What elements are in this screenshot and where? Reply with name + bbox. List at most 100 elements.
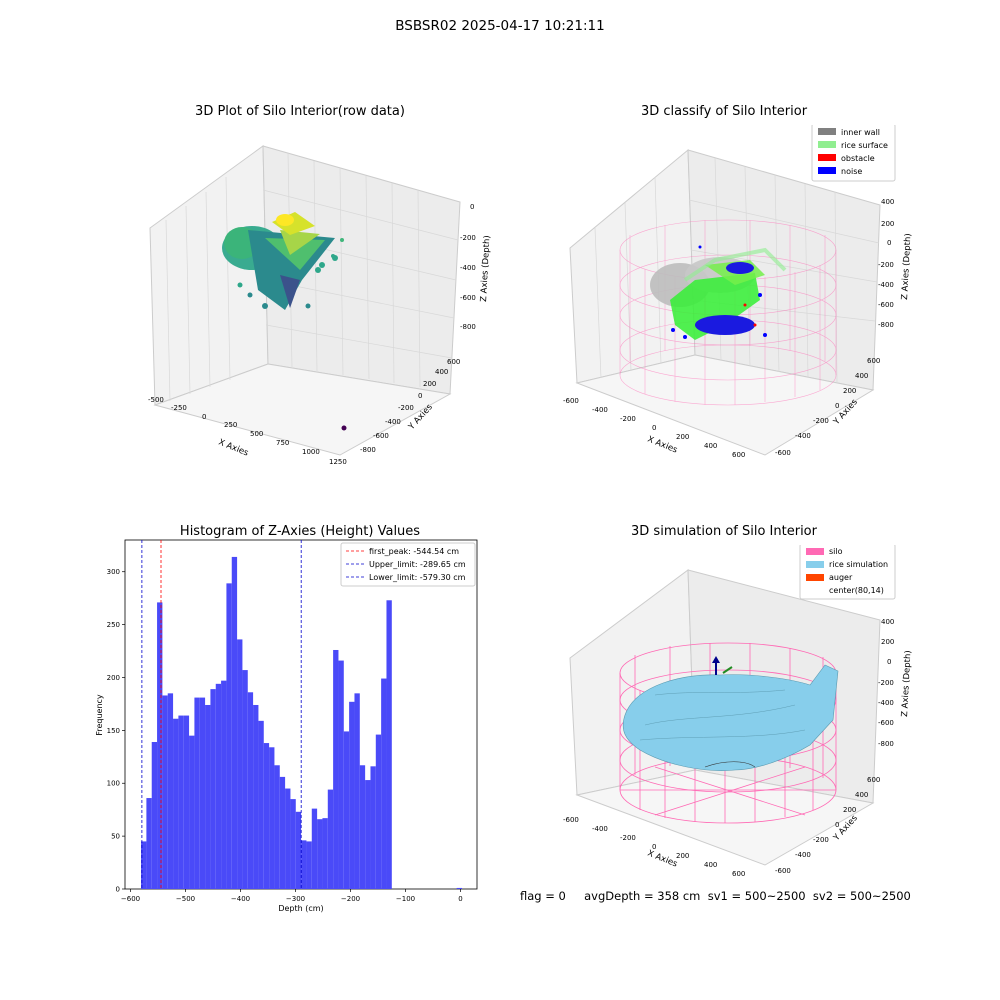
svg-text:400: 400 — [855, 791, 868, 799]
svg-text:-600: -600 — [373, 432, 389, 440]
svg-text:-200: -200 — [878, 679, 894, 687]
svg-text:-800: -800 — [460, 323, 476, 331]
svg-text:-200: -200 — [620, 834, 636, 842]
svg-text:-600: -600 — [775, 867, 791, 875]
simulation-ztick-labels: 400 200 0 -200 -400 -600 -800 — [878, 618, 894, 748]
legend-label-auger: auger — [829, 573, 853, 582]
histogram-bar — [456, 887, 462, 889]
svg-text:-200: -200 — [398, 404, 414, 412]
svg-text:600: 600 — [867, 776, 880, 784]
legend-label-rice-simulation: rice simulation — [829, 560, 888, 569]
histogram-y-tick-label: 300 — [107, 568, 120, 576]
histogram-bar — [194, 697, 200, 889]
svg-text:600: 600 — [447, 358, 460, 366]
legend-lower-limit: Lower_limit: -579.30 cm — [369, 573, 466, 582]
classify-panel-title: 3D classify of Silo Interior — [640, 104, 808, 119]
histogram-bar — [327, 789, 334, 889]
histogram-bar — [375, 734, 382, 889]
histogram-bar — [221, 680, 227, 889]
svg-text:-600: -600 — [878, 301, 894, 309]
legend-swatch-rice-simulation — [806, 561, 824, 568]
histogram-bar — [247, 692, 254, 889]
svg-text:600: 600 — [732, 451, 745, 459]
histogram-x-tick-label: −200 — [341, 895, 360, 903]
svg-text:200: 200 — [843, 387, 856, 395]
svg-text:400: 400 — [704, 442, 717, 450]
svg-text:-600: -600 — [775, 449, 791, 457]
histogram-bar — [349, 701, 355, 889]
histogram-bar — [157, 602, 163, 889]
histogram-bar — [167, 693, 174, 889]
histogram-legend: first_peak: -544.54 cm Upper_limit: -289… — [340, 542, 476, 587]
histogram-bar — [370, 766, 376, 889]
histogram-bar — [199, 697, 206, 889]
legend-label-inner-wall: inner wall — [841, 128, 880, 137]
histogram-bar — [285, 788, 291, 889]
histogram-bar — [162, 695, 168, 889]
simulation-3d-plot: -600 -400 -200 0 200 400 600 X Axies -60… — [563, 545, 913, 878]
histogram-bar — [178, 715, 184, 889]
svg-text:-600: -600 — [878, 719, 894, 727]
histogram-bar — [386, 600, 392, 889]
svg-text:400: 400 — [435, 368, 448, 376]
histogram-y-tick-label: 0 — [116, 886, 120, 894]
svg-text:-200: -200 — [620, 415, 636, 423]
histogram-bar — [359, 765, 366, 889]
histogram-bar — [306, 841, 312, 889]
svg-text:-250: -250 — [171, 404, 187, 412]
histogram-xlabel: Depth (cm) — [278, 904, 323, 913]
histogram-bar — [242, 670, 248, 889]
raw-xtick-labels: -500 -250 0 250 500 750 1000 1250 — [148, 396, 347, 466]
histogram-bar — [226, 583, 232, 889]
classify-xlabel: X Axies — [646, 435, 679, 456]
histogram-bar — [173, 718, 179, 889]
svg-text:-800: -800 — [878, 740, 894, 748]
classify-ztick-labels: 400 200 0 -200 -400 -600 -800 — [878, 198, 894, 329]
histogram-y-tick-label: 200 — [107, 674, 120, 682]
svg-text:0: 0 — [652, 843, 656, 851]
histogram-bar — [381, 678, 387, 889]
svg-text:400: 400 — [881, 198, 894, 206]
histogram-bar — [322, 818, 328, 889]
svg-text:200: 200 — [881, 638, 894, 646]
svg-text:-200: -200 — [813, 836, 829, 844]
histogram-chart: −600 −500 −400 −300 −200 −100 0 0 50 100 150 200 25… — [95, 539, 478, 913]
histogram-bar — [354, 693, 360, 889]
raw-ytick-labels: -800 -600 -400 -200 0 200 400 600 — [360, 358, 460, 454]
classify-ytick-labels: -600 -400 -200 0 200 400 600 — [775, 357, 880, 457]
legend-swatch-auger — [806, 574, 824, 581]
svg-text:-600: -600 — [460, 294, 476, 302]
svg-text:-400: -400 — [592, 406, 608, 414]
svg-text:600: 600 — [867, 357, 880, 365]
histogram-y-tick-label: 100 — [107, 780, 120, 788]
legend-label-center: center(80,14) — [829, 586, 884, 595]
svg-text:-400: -400 — [592, 825, 608, 833]
histogram-bar — [146, 798, 152, 889]
histogram-y-ticks: 0 50 100 150 200 250 300 — [107, 568, 125, 894]
histogram-bar — [343, 731, 350, 889]
simulation-xtick-labels: -600 -400 -200 0 200 400 600 — [563, 816, 745, 878]
histogram-y-tick-label: 50 — [111, 833, 120, 841]
svg-text:200: 200 — [676, 852, 689, 860]
legend-swatch-rice-surface — [818, 141, 836, 148]
svg-text:-400: -400 — [878, 281, 894, 289]
histogram-bar — [205, 704, 211, 889]
histogram-bar — [269, 747, 275, 889]
svg-text:0: 0 — [835, 821, 839, 829]
svg-text:1000: 1000 — [302, 448, 320, 456]
raw-point-cloud — [222, 212, 347, 431]
simulation-ytick-labels: -600 -400 -200 0 200 400 600 — [775, 776, 880, 875]
auger-marker — [712, 656, 733, 675]
legend-upper-limit: Upper_limit: -289.65 cm — [369, 560, 466, 569]
histogram-title: Histogram of Z-Axies (Height) Values — [179, 524, 421, 539]
svg-text:-200: -200 — [460, 234, 476, 242]
svg-text:750: 750 — [276, 439, 289, 447]
legend-label-silo: silo — [829, 547, 843, 556]
raw-zlabel: Z Axies (Depth) — [479, 235, 492, 302]
svg-text:-800: -800 — [878, 321, 894, 329]
histogram-x-tick-label: 0 — [458, 895, 462, 903]
svg-text:-400: -400 — [795, 851, 811, 859]
histogram-bar — [295, 811, 302, 889]
histogram-bar — [263, 743, 270, 889]
svg-text:1250: 1250 — [329, 458, 347, 466]
